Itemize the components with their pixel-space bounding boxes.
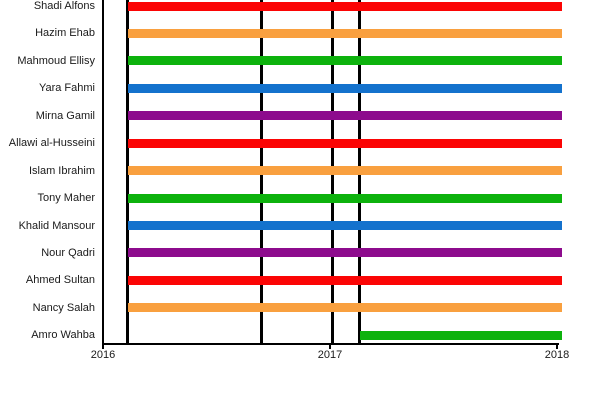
x-axis-tick [329, 344, 331, 349]
y-axis-label: Ahmed Sultan [25, 274, 95, 287]
gantt-bar [127, 83, 562, 93]
y-axis-label: Islam Ibrahim [28, 164, 95, 177]
x-axis-tick-label: 2018 [544, 349, 570, 361]
gantt-bar [127, 138, 562, 148]
y-axis-label: Shadi Alfons [33, 0, 95, 12]
y-axis-label: Nancy Salah [32, 301, 95, 314]
gantt-bar [127, 166, 562, 176]
x-axis-tick-label: 2016 [90, 349, 116, 361]
y-axis-spine [102, 0, 104, 344]
y-axis-label: Mahmoud Ellisy [17, 54, 95, 67]
gantt-bar [359, 330, 562, 340]
gantt-bar [127, 221, 562, 231]
y-axis-label: Yara Fahmi [38, 82, 95, 95]
y-axis-label: Hazim Ehab [35, 27, 95, 40]
gantt-bar [127, 1, 562, 11]
x-axis-tick-label: 2017 [317, 349, 343, 361]
y-axis-label: Amro Wahba [31, 329, 95, 342]
y-axis-label: Khalid Mansour [18, 219, 95, 232]
y-axis-label: Nour Qadri [41, 246, 95, 259]
y-axis-label: Allawi al-Husseini [8, 137, 95, 150]
y-axis-label: Tony Maher [37, 192, 95, 205]
gantt-bar [127, 303, 562, 313]
gantt-bar [127, 28, 562, 38]
gantt-bar [127, 111, 562, 121]
x-axis-tick [102, 344, 104, 349]
gantt-bar [127, 193, 562, 203]
y-axis-label: Mirna Gamil [35, 109, 95, 122]
gantt-bar [127, 248, 562, 258]
x-axis-tick [556, 344, 558, 349]
gantt-bar [127, 56, 562, 66]
gantt-bar [127, 275, 562, 285]
